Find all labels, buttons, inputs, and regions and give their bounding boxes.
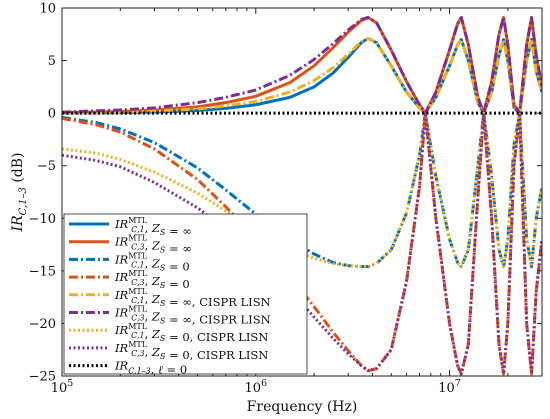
legend-label-5: IRMTL C,1, ZS = ∞, CISPR LISN — [114, 287, 271, 309]
y-tick-label: −25 — [29, 370, 56, 385]
x-tick-label: 106 — [244, 378, 267, 396]
series-line-6 — [62, 15, 542, 115]
legend-label-2: IRMTL C,3, ZS = ∞ — [114, 234, 192, 256]
legend-label-1: IRMTL C,1, ZS = ∞ — [114, 216, 192, 238]
legend-label-6: IRMTL C,3, ZS = ∞, CISPR LISN — [114, 305, 271, 327]
legend-label-8: IRMTL C,3, ZS = 0, CISPR LISN — [114, 340, 268, 362]
series-line-4 — [62, 111, 542, 376]
plot-frame — [61, 7, 543, 377]
legend-label-3: IRMTL C,1, ZS = 0 — [114, 251, 190, 273]
x-axis-title: Frequency (Hz) — [247, 399, 358, 415]
series-line-5 — [62, 36, 542, 115]
legend-label-4: IRMTL C,3, ZS = 0 — [114, 269, 190, 291]
legend-label-7: IRMTL C,1, ZS = 0, CISPR LISN — [114, 322, 268, 344]
y-tick-label: −10 — [29, 212, 56, 227]
series-line-7 — [62, 111, 542, 269]
legend-label-9: IRC,1–3, ℓ = 0 — [114, 359, 187, 377]
y-tick-label: 5 — [48, 54, 56, 69]
y-axis-title: IRC,1–3 (dB) — [10, 153, 29, 233]
y-tick-label: 0 — [48, 107, 56, 122]
legend: IRMTL C,1, ZS = ∞IRMTL C,3, ZS = ∞IRMTL C,1… — [63, 213, 308, 377]
y-tick-label: −20 — [29, 317, 56, 332]
x-tick-label: 107 — [438, 378, 461, 396]
y-tick-label: −15 — [29, 264, 56, 279]
y-tick-label: 10 — [39, 2, 56, 17]
x-tick-label: 105 — [51, 378, 74, 396]
y-tick-label: −5 — [37, 159, 56, 174]
